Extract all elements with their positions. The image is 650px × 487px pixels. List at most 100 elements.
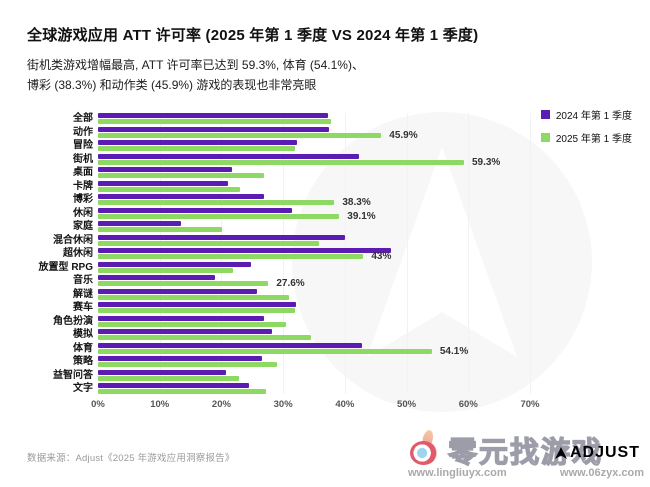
gridline	[344, 113, 346, 394]
chart-row: 卡牌	[27, 180, 627, 192]
bar-track	[98, 383, 598, 394]
bar-2024	[98, 180, 229, 186]
category-label: 街机	[73, 153, 93, 165]
adjust-logo: ADJUST	[554, 444, 640, 462]
x-axis-tick: 0%	[91, 399, 105, 410]
bar-2025	[98, 146, 295, 151]
chart-row: 冒险	[27, 140, 627, 151]
gridline	[283, 113, 285, 394]
category-label: 角色扮演	[53, 315, 93, 327]
source-note: 数据来源：Adjust《2025 年游戏应用洞察报告》	[27, 453, 235, 464]
bar-track	[98, 261, 598, 273]
subtitle: 街机类游戏增幅最高, ATT 许可率已达到 59.3%, 体育 (54.1%)、…	[27, 56, 457, 96]
bar-2025	[98, 281, 269, 286]
watermark-urls: www.lingliuyx.com www.06zyx.com	[408, 467, 644, 479]
category-label: 模拟	[73, 329, 93, 340]
page-title: 全球游戏应用 ATT 许可率 (2025 年第 1 季度 VS 2024 年第 …	[27, 27, 479, 44]
category-label: 放置型 RPG	[38, 261, 93, 273]
chart-legend: 2024 年第 1 季度 2025 年第 1 季度	[540, 107, 632, 145]
bar-2024	[98, 153, 360, 159]
category-label: 混合休闲	[53, 234, 93, 246]
category-label: 超休闲	[63, 248, 93, 259]
bar-2024	[98, 302, 297, 307]
legend-item-2024: 2024 年第 1 季度	[540, 107, 632, 122]
chart-row: 动作 45.9%	[27, 126, 627, 141]
chart-rows: 全部 动作 45.9% 冒险 街机 59.3% 桌面 卡牌 博彩 38.3% 休闲 39.1% 家庭 混合…	[27, 113, 627, 394]
category-label: 文字	[73, 383, 93, 394]
bar-2024	[98, 207, 292, 213]
chart-row: 益智问答	[27, 369, 627, 381]
bar-2024	[98, 248, 391, 253]
bar-value-label: 27.6%	[276, 278, 305, 289]
chart-row: 文字	[27, 383, 627, 394]
bar-value-label: 54.1%	[439, 345, 469, 357]
watermark-url-right: www.06zyx.com	[560, 467, 644, 479]
bar-2024	[98, 194, 264, 199]
bar-track	[98, 315, 598, 327]
bar-track	[98, 302, 598, 313]
gridline	[406, 113, 408, 394]
bar-track: 39.1%	[98, 207, 598, 222]
bar-track	[98, 234, 598, 246]
bar-2024	[98, 167, 232, 172]
bar-2024	[98, 234, 345, 240]
chart-row: 模拟	[27, 329, 627, 340]
swirl-icon	[410, 441, 437, 465]
category-label: 休闲	[73, 207, 93, 219]
bar-track	[98, 180, 598, 192]
bar-2025	[98, 254, 364, 259]
legend-label-2025: 2025 年第 1 季度	[555, 134, 632, 145]
adjust-logo-text: ADJUST	[569, 444, 640, 461]
legend-item-2025: 2025 年第 1 季度	[540, 130, 632, 145]
bar-2024	[98, 369, 227, 375]
category-label: 益智问答	[53, 369, 93, 381]
chart-row: 放置型 RPG	[27, 261, 627, 273]
legend-swatch-2024	[540, 110, 550, 119]
bar-2025	[98, 267, 233, 273]
bar-chart: 全部 动作 45.9% 冒险 街机 59.3% 桌面 卡牌 博彩 38.3% 休闲 39.1% 家庭 混合…	[27, 112, 627, 413]
chart-row: 休闲 39.1%	[27, 207, 627, 222]
bar-2024	[98, 221, 182, 226]
bar-2025	[98, 159, 464, 165]
bar-2025	[98, 375, 240, 381]
x-axis-tick: 20%	[211, 399, 231, 410]
bar-2024	[98, 126, 329, 132]
bar-2025	[98, 200, 335, 205]
bar-value-label: 39.1%	[347, 210, 376, 222]
x-axis-tick: 30%	[273, 399, 293, 410]
chart-row: 混合休闲	[27, 234, 627, 246]
subtitle-line-1: 街机类游戏增幅最高, ATT 许可率已达到 59.3%, 体育 (54.1%)、	[27, 58, 364, 72]
bar-value-label: 38.3%	[342, 197, 371, 208]
category-label: 全部	[73, 113, 93, 124]
chart-row: 博彩 38.3%	[27, 194, 627, 208]
chart-row: 角色扮演	[27, 315, 627, 327]
category-label: 动作	[73, 126, 93, 138]
site-watermark: 零元找游戏 ADJUST www.lingliuyx.com www.06zyx…	[406, 428, 644, 482]
category-label: 策略	[73, 356, 93, 367]
chart-row: 街机 59.3%	[27, 153, 627, 168]
chart-row: 桌面	[27, 167, 627, 178]
legend-swatch-2025	[540, 133, 550, 142]
x-axis-tick: 70%	[520, 399, 540, 410]
gridline	[159, 113, 161, 394]
bar-value-label: 59.3%	[471, 156, 501, 168]
bar-2024	[98, 261, 252, 267]
bar-2024	[98, 140, 297, 145]
bar-track	[98, 288, 598, 300]
category-label: 博彩	[73, 194, 93, 205]
category-label: 音乐	[73, 275, 93, 286]
bar-2024	[98, 329, 273, 334]
bar-2024	[98, 315, 264, 321]
chart-row: 解谜	[27, 288, 627, 300]
subtitle-line-2: 博彩 (38.3%) 和动作类 (45.9%) 游戏的表现也非常亮眼	[27, 77, 317, 92]
adjust-background-watermark-icon	[292, 112, 592, 412]
bar-track: 27.6%	[98, 275, 598, 289]
bar-track: 45.9%	[98, 126, 598, 141]
x-axis-tick: 10%	[150, 399, 170, 410]
bar-track	[98, 113, 598, 124]
bar-track	[98, 329, 598, 340]
category-label: 赛车	[73, 302, 93, 313]
x-axis-tick: 40%	[335, 399, 355, 410]
bar-value-label: 45.9%	[389, 129, 418, 141]
